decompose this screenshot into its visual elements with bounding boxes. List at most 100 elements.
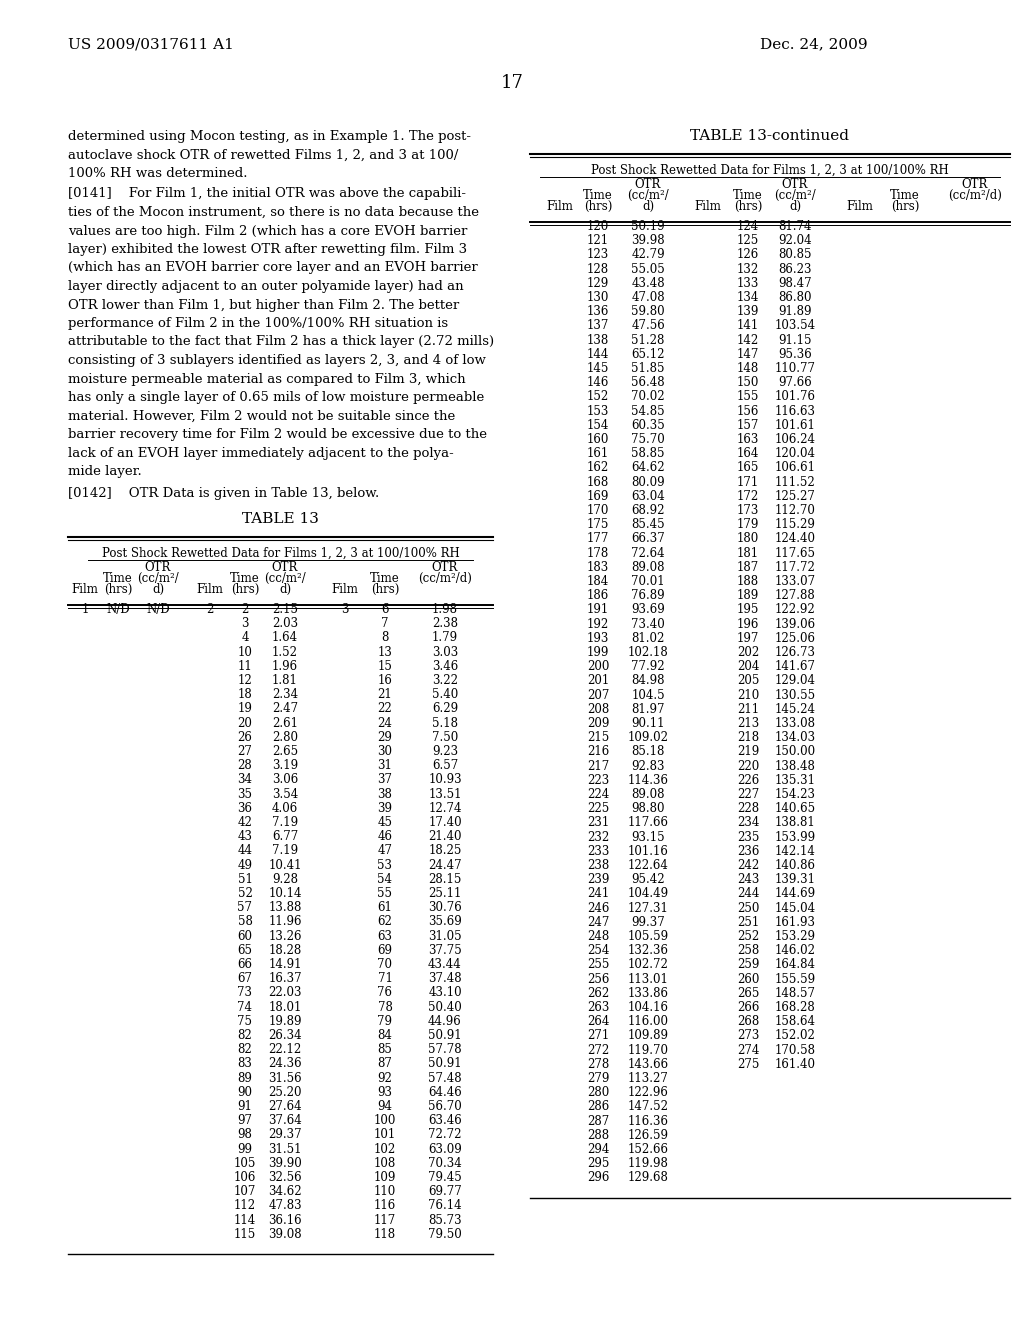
Text: 115: 115 — [233, 1228, 256, 1241]
Text: 19: 19 — [238, 702, 253, 715]
Text: 22.03: 22.03 — [268, 986, 302, 999]
Text: 52: 52 — [238, 887, 253, 900]
Text: 150.00: 150.00 — [774, 746, 815, 759]
Text: N/D: N/D — [106, 603, 130, 616]
Text: 92.83: 92.83 — [631, 759, 665, 772]
Text: 31: 31 — [378, 759, 392, 772]
Text: 12: 12 — [238, 675, 252, 686]
Text: 26.34: 26.34 — [268, 1030, 302, 1041]
Text: has only a single layer of 0.65 mils of low moisture permeable: has only a single layer of 0.65 mils of … — [68, 391, 484, 404]
Text: 161.93: 161.93 — [774, 916, 815, 929]
Text: 264: 264 — [587, 1015, 609, 1028]
Text: barrier recovery time for Film 2 would be excessive due to the: barrier recovery time for Film 2 would b… — [68, 428, 487, 441]
Text: 73.40: 73.40 — [631, 618, 665, 631]
Text: 91.89: 91.89 — [778, 305, 812, 318]
Text: 70.01: 70.01 — [631, 576, 665, 587]
Text: 177: 177 — [587, 532, 609, 545]
Text: 82: 82 — [238, 1030, 252, 1041]
Text: 78: 78 — [378, 1001, 392, 1014]
Text: 34: 34 — [238, 774, 253, 787]
Text: 120.04: 120.04 — [774, 447, 815, 461]
Text: 34.62: 34.62 — [268, 1185, 302, 1199]
Text: 171: 171 — [737, 475, 759, 488]
Text: 106: 106 — [233, 1171, 256, 1184]
Text: 90.11: 90.11 — [631, 717, 665, 730]
Text: 61: 61 — [378, 902, 392, 915]
Text: determined using Mocon testing, as in Example 1. The post-: determined using Mocon testing, as in Ex… — [68, 129, 471, 143]
Text: 271: 271 — [587, 1030, 609, 1043]
Text: 129.04: 129.04 — [774, 675, 815, 688]
Text: 115.29: 115.29 — [774, 519, 815, 531]
Text: 91: 91 — [238, 1100, 253, 1113]
Text: 133: 133 — [737, 277, 759, 290]
Text: Film: Film — [847, 201, 873, 213]
Text: 31.05: 31.05 — [428, 929, 462, 942]
Text: 89.08: 89.08 — [631, 788, 665, 801]
Text: 29.37: 29.37 — [268, 1129, 302, 1142]
Text: 218: 218 — [737, 731, 759, 744]
Text: 31.56: 31.56 — [268, 1072, 302, 1085]
Text: 260: 260 — [737, 973, 759, 986]
Text: 119.98: 119.98 — [628, 1158, 669, 1171]
Text: 2.34: 2.34 — [272, 688, 298, 701]
Text: (hrs): (hrs) — [230, 583, 259, 597]
Text: 15: 15 — [378, 660, 392, 673]
Text: 147: 147 — [737, 347, 759, 360]
Text: OTR: OTR — [962, 178, 988, 191]
Text: 241: 241 — [587, 887, 609, 900]
Text: 50.91: 50.91 — [428, 1030, 462, 1041]
Text: 98.47: 98.47 — [778, 277, 812, 290]
Text: (cc/m²/d): (cc/m²/d) — [948, 189, 1001, 202]
Text: 1.79: 1.79 — [432, 631, 458, 644]
Text: 175: 175 — [587, 519, 609, 531]
Text: 80.85: 80.85 — [778, 248, 812, 261]
Text: 50.40: 50.40 — [428, 1001, 462, 1014]
Text: ties of the Mocon instrument, so there is no data because the: ties of the Mocon instrument, so there i… — [68, 206, 479, 219]
Text: (hrs): (hrs) — [891, 201, 920, 213]
Text: 10: 10 — [238, 645, 253, 659]
Text: 6.29: 6.29 — [432, 702, 458, 715]
Text: values are too high. Film 2 (which has a core EVOH barrier: values are too high. Film 2 (which has a… — [68, 224, 467, 238]
Text: 138: 138 — [587, 334, 609, 347]
Text: 235: 235 — [737, 830, 759, 843]
Text: (hrs): (hrs) — [103, 583, 132, 597]
Text: 18.01: 18.01 — [268, 1001, 302, 1014]
Text: 266: 266 — [737, 1001, 759, 1014]
Text: 170.58: 170.58 — [774, 1044, 815, 1056]
Text: 3.03: 3.03 — [432, 645, 458, 659]
Text: 137: 137 — [587, 319, 609, 333]
Text: 220: 220 — [737, 759, 759, 772]
Text: 10.41: 10.41 — [268, 858, 302, 871]
Text: 9.28: 9.28 — [272, 873, 298, 886]
Text: 142: 142 — [737, 334, 759, 347]
Text: 111.52: 111.52 — [774, 475, 815, 488]
Text: 130: 130 — [587, 290, 609, 304]
Text: 17: 17 — [501, 74, 523, 92]
Text: OTR: OTR — [781, 178, 808, 191]
Text: Film: Film — [694, 201, 722, 213]
Text: 225: 225 — [587, 803, 609, 816]
Text: 37.75: 37.75 — [428, 944, 462, 957]
Text: 128: 128 — [587, 263, 609, 276]
Text: 35.69: 35.69 — [428, 915, 462, 928]
Text: 39.90: 39.90 — [268, 1156, 302, 1170]
Text: 99: 99 — [238, 1143, 253, 1155]
Text: 102.18: 102.18 — [628, 645, 669, 659]
Text: 47.83: 47.83 — [268, 1200, 302, 1212]
Text: 3: 3 — [341, 603, 349, 616]
Text: 56.70: 56.70 — [428, 1100, 462, 1113]
Text: 43.44: 43.44 — [428, 958, 462, 972]
Text: 246: 246 — [587, 902, 609, 915]
Text: 161: 161 — [587, 447, 609, 461]
Text: 85.18: 85.18 — [632, 746, 665, 759]
Text: 106.24: 106.24 — [774, 433, 815, 446]
Text: 18: 18 — [238, 688, 252, 701]
Text: 85.73: 85.73 — [428, 1213, 462, 1226]
Text: 46: 46 — [378, 830, 392, 843]
Text: 42: 42 — [238, 816, 253, 829]
Text: 227: 227 — [737, 788, 759, 801]
Text: 215: 215 — [587, 731, 609, 744]
Text: 77.92: 77.92 — [631, 660, 665, 673]
Text: 216: 216 — [587, 746, 609, 759]
Text: 81.02: 81.02 — [632, 632, 665, 644]
